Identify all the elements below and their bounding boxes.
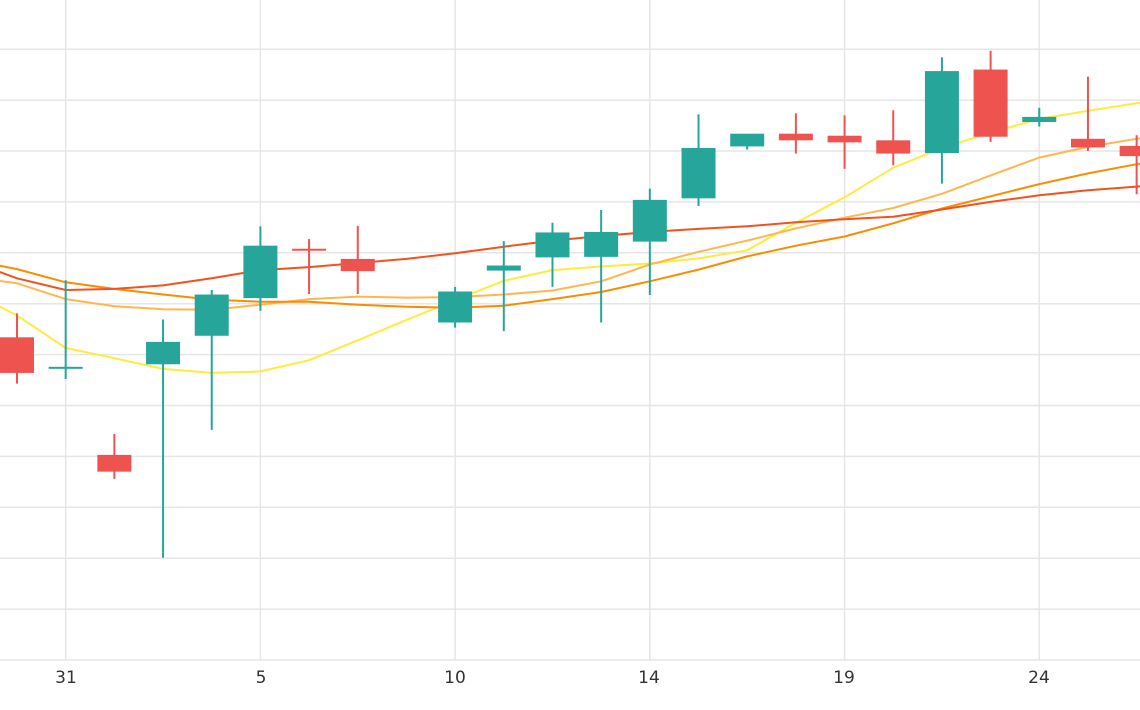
candle-body (48, 366, 83, 369)
candle-body (632, 199, 667, 242)
candle-down (876, 110, 911, 166)
moving-average-lines (0, 102, 1140, 374)
candle-up (1022, 107, 1057, 127)
candle-body (584, 231, 619, 257)
candle-up (146, 319, 181, 558)
candle-body (730, 133, 765, 147)
x-tick-label: 14 (638, 668, 660, 688)
candle-body (876, 140, 911, 154)
candle-up (194, 289, 229, 430)
candle-body (243, 245, 278, 299)
candle-up (681, 114, 716, 206)
candle-up (486, 241, 521, 332)
candle-body (681, 147, 716, 199)
candles (0, 50, 1140, 558)
candle-up (438, 286, 473, 328)
candle-body (827, 135, 862, 143)
x-axis-tick-labels: 31 5 10 14 19 24 (55, 668, 1050, 688)
candle-body (0, 337, 34, 373)
candle-body (292, 248, 327, 251)
candle-down (1119, 135, 1140, 195)
candle-down (0, 313, 34, 384)
candle-body (1119, 145, 1140, 157)
moving-average-line (0, 185, 1140, 291)
candle-down (292, 239, 327, 295)
candle-body (1022, 116, 1057, 122)
candle-up (48, 280, 83, 380)
candle-down (340, 225, 375, 295)
x-tick-label: 5 (256, 668, 267, 688)
candle-body (194, 294, 229, 336)
candle-up (584, 210, 619, 323)
candle-up (924, 57, 959, 184)
candle-down (973, 50, 1008, 142)
moving-average-line (0, 137, 1140, 311)
candle-body (924, 71, 959, 154)
x-tick-label: 24 (1028, 668, 1050, 688)
candle-down (1070, 76, 1105, 151)
candle-body (146, 341, 181, 365)
candle-body (97, 454, 132, 472)
x-tick-label: 31 (55, 668, 77, 688)
horizontal-gridlines (0, 48, 1140, 661)
candle-body (340, 258, 375, 272)
candle-up (243, 226, 278, 311)
candle-body (778, 133, 813, 141)
candle-body (438, 291, 473, 323)
moving-average-line (0, 102, 1140, 374)
candle-body (973, 69, 1008, 137)
candle-body (486, 265, 521, 271)
x-tick-label: 19 (833, 668, 855, 688)
candle-body (1070, 138, 1105, 148)
candle-down (827, 115, 862, 169)
candle-up (535, 222, 570, 287)
candle-body (535, 232, 570, 258)
candle-up (632, 188, 667, 296)
candle-down (778, 113, 813, 154)
candle-up (730, 133, 765, 150)
x-tick-label: 10 (444, 668, 466, 688)
candle-down (97, 434, 132, 479)
moving-average-line (0, 162, 1140, 309)
